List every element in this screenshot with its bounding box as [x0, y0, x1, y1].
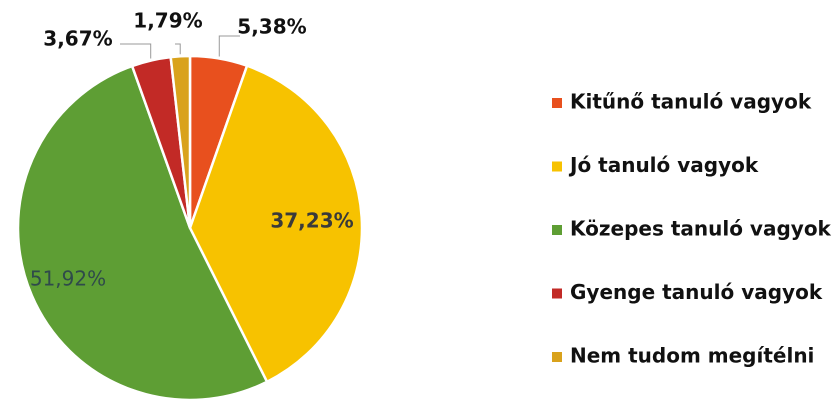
legend-swatch: [552, 161, 562, 172]
leader-line: [175, 43, 181, 55]
leader-line: [218, 35, 240, 57]
data-label: 1,79%: [133, 9, 202, 33]
data-label: 5,38%: [237, 15, 306, 39]
pie-slice: [169, 54, 192, 229]
legend-swatch: [552, 225, 562, 235]
legend-swatch: [552, 288, 562, 299]
legend-label: Nem tudom megítélni: [570, 344, 814, 368]
pie-slice: [16, 64, 269, 401]
pie-slice: [188, 64, 364, 384]
data-label: 51,92%: [30, 267, 106, 291]
legend-label: Jó tanuló vagyok: [568, 153, 759, 177]
data-label: 3,67%: [43, 27, 112, 51]
legend-label: Gyenge tanuló vagyok: [570, 280, 823, 304]
legend-label: Közepes tanuló vagyok: [570, 217, 832, 241]
legend-label: Kitűnő tanuló vagyok: [570, 90, 812, 114]
legend-swatch: [552, 98, 562, 108]
data-label: 37,23%: [270, 209, 353, 233]
legend-swatch: [552, 352, 562, 362]
leader-line: [120, 43, 152, 59]
